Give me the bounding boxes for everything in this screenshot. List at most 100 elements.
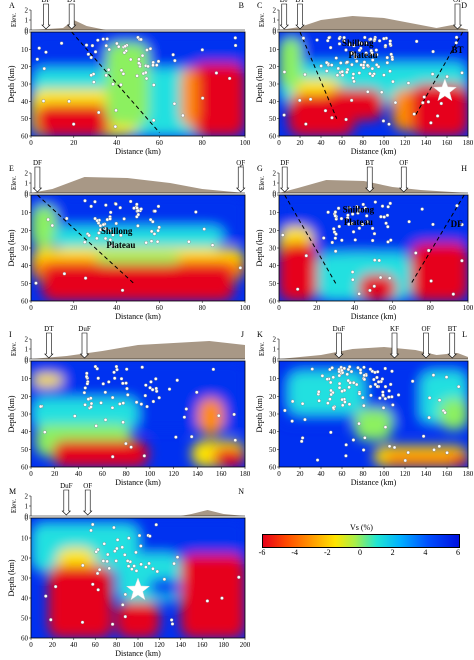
hypocenter: [195, 390, 199, 395]
x-tick-label: 160: [442, 139, 453, 147]
hypocenter: [325, 69, 329, 73]
hypocenter: [114, 108, 118, 113]
hypocenter: [361, 448, 366, 452]
hypocenter: [232, 412, 236, 417]
y-tick-label: 20: [269, 63, 277, 71]
hypocenter: [89, 401, 94, 406]
x-tick-label: 160: [442, 470, 453, 478]
hypocenter: [137, 57, 141, 62]
section-label-right: L: [462, 330, 467, 339]
hypocenter: [89, 204, 93, 209]
hypocenter: [345, 216, 350, 220]
section-label-left: M: [9, 487, 16, 496]
fault-arrow: [32, 166, 43, 193]
hypocenter: [187, 239, 191, 244]
x-tick-label: 120: [400, 470, 411, 478]
hypocenter: [336, 66, 340, 71]
hypocenter: [34, 281, 38, 285]
hypocenter: [129, 445, 133, 449]
hypocenter: [214, 71, 219, 75]
hypocenter: [328, 45, 333, 50]
hypocenter: [340, 389, 344, 394]
region-label: BT: [451, 45, 463, 55]
hypocenter: [343, 400, 347, 404]
hypocenter: [321, 236, 326, 240]
elev-tick: 2: [25, 493, 29, 501]
hypocenter: [385, 61, 390, 65]
topography: [31, 20, 245, 30]
hypocenter: [437, 398, 442, 402]
hypocenter: [101, 382, 105, 386]
hypocenter: [331, 375, 335, 380]
fault-arrow: [235, 166, 246, 193]
hypocenter: [121, 72, 126, 76]
hypocenter: [171, 52, 175, 57]
hypocenter: [414, 251, 418, 255]
hypocenter: [112, 376, 117, 380]
colorbar-gradient: [262, 534, 460, 548]
fault-arrow: [399, 166, 409, 193]
x-tick-label: 100: [379, 470, 390, 478]
hypocenter: [104, 73, 108, 78]
hypocenter: [340, 238, 344, 243]
hypocenter: [73, 414, 77, 418]
hypocenter: [356, 211, 360, 215]
y-tick-label: 10: [21, 209, 29, 217]
elev-tick: 1: [273, 180, 277, 188]
hypocenter: [139, 402, 144, 406]
hypocenter: [364, 214, 369, 218]
hypocenter: [103, 418, 108, 422]
x-tick-label: 20: [297, 139, 305, 147]
hypocenter: [82, 390, 87, 395]
hypocenter: [233, 43, 238, 48]
x-tick-label: 0: [277, 304, 281, 312]
hypocenter: [135, 202, 139, 207]
hypocenter: [339, 61, 343, 65]
hypocenter: [304, 122, 308, 126]
elev-tick: 2: [273, 170, 277, 178]
hypocenter: [140, 365, 144, 369]
hypocenter: [105, 559, 109, 564]
fault-arrow: [66, 3, 77, 30]
section-label-left: K: [257, 330, 263, 339]
hypocenter: [83, 276, 88, 280]
hypocenter: [173, 58, 177, 63]
hypocenter: [393, 100, 398, 105]
hypocenter: [368, 288, 372, 293]
topography: [279, 180, 468, 193]
y-tick-label: 0: [273, 358, 277, 366]
earthquake-hypocenters: [38, 364, 238, 459]
hypocenter: [330, 240, 334, 245]
elev-tick: 0: [25, 513, 29, 521]
hypocenter: [194, 210, 198, 214]
hypocenter: [162, 577, 167, 582]
colorbar-title: Vs (%): [350, 523, 373, 532]
hypocenter: [386, 240, 390, 244]
hypocenter: [144, 383, 148, 387]
x-tick-label: 0: [29, 470, 33, 478]
hypocenter: [383, 396, 388, 401]
hypocenter: [154, 386, 158, 391]
fault-trace: [299, 31, 338, 119]
x-tick-label: 60: [99, 470, 107, 478]
hypocenter: [181, 113, 185, 118]
hypocenter: [115, 546, 119, 551]
hypocenter: [108, 228, 112, 233]
hypocenter: [44, 594, 48, 598]
fault-label: OF: [236, 159, 245, 167]
hypocenter: [439, 101, 444, 106]
hypocenter: [347, 365, 352, 369]
x-tick-label: 140: [176, 641, 187, 649]
x-tick-label: 40: [318, 139, 326, 147]
elev-tick: 1: [25, 346, 29, 354]
hypocenter: [283, 408, 287, 413]
hypocenter: [431, 222, 435, 227]
hypocenter: [123, 592, 128, 597]
hypocenter: [119, 233, 123, 238]
hypocenter: [147, 561, 151, 566]
hypocenter: [151, 567, 155, 571]
hypocenter: [361, 202, 365, 207]
hypocenter: [182, 415, 187, 419]
